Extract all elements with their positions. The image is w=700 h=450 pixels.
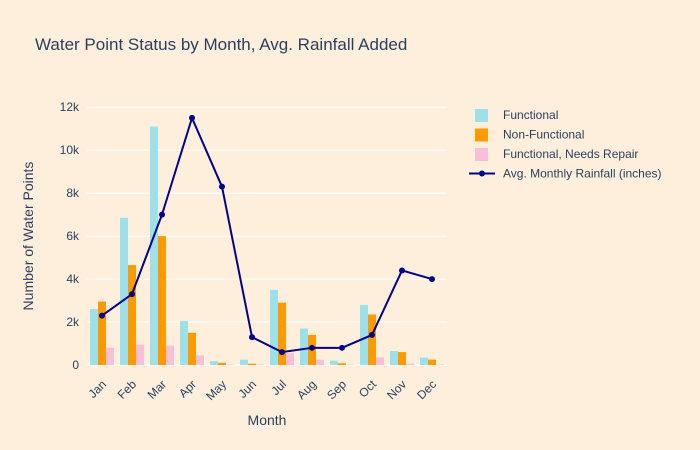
y-tick-label: 0 xyxy=(72,358,79,372)
x-tick-label: Jun xyxy=(236,377,260,401)
rainfall-line xyxy=(99,114,435,356)
y-tick-label: 8k xyxy=(66,186,80,200)
legend-swatch xyxy=(475,109,488,122)
bar-non-functional-dec xyxy=(428,359,436,365)
x-tick-label: Apr xyxy=(176,377,199,400)
bar-functional-jun xyxy=(240,359,248,365)
legend-label: Non-Functional xyxy=(503,128,584,142)
bar-functional-needs-repair-aug xyxy=(316,359,324,365)
legend: Functional Non-Functional Functional, Need… xyxy=(469,108,662,181)
bar-functional-apr xyxy=(180,320,188,365)
gridlines xyxy=(87,106,447,366)
bar-non-functional-feb xyxy=(128,265,136,365)
x-tick-label: Jan xyxy=(86,377,110,401)
x-axis-ticks: Jan Feb Mar Apr May Jun Jul Aug Sep Oct Nov Dec xyxy=(86,377,440,403)
bar-non-functional-nov xyxy=(398,352,406,365)
y-tick-label: 4k xyxy=(66,272,80,286)
legend-swatch xyxy=(475,148,488,161)
bar-functional-needs-repair-jan xyxy=(106,347,114,365)
bar-functional-may xyxy=(210,361,218,365)
x-tick-label: Jul xyxy=(268,377,289,398)
legend-swatch-marker xyxy=(479,170,485,177)
x-tick-label: Mar xyxy=(145,377,170,402)
bar-functional-needs-repair-feb xyxy=(136,344,144,365)
bar-functional-needs-repair-apr xyxy=(196,355,204,365)
bar-non-functional-may xyxy=(218,362,226,365)
bar-non-functional-apr xyxy=(188,332,196,365)
bar-non-functional-sep xyxy=(338,363,346,365)
bar-non-functional-oct xyxy=(368,314,376,365)
x-tick-label: Feb xyxy=(115,377,140,402)
chart-title: Water Point Status by Month, Avg. Rainfa… xyxy=(35,35,407,54)
legend-label: Functional xyxy=(503,108,558,122)
y-tick-label: 6k xyxy=(66,229,80,243)
y-tick-label: 10k xyxy=(60,143,80,157)
bar-functional-mar xyxy=(150,126,158,365)
bar-non-functional-mar xyxy=(158,236,166,365)
x-axis-title: Month xyxy=(248,412,287,428)
bar-functional-jan xyxy=(90,309,98,365)
x-tick-label: Aug xyxy=(294,377,319,402)
rainfall-point-jul xyxy=(279,349,285,356)
bar-functional-aug xyxy=(300,328,308,365)
bar-functional-nov xyxy=(390,351,398,365)
bar-functional-feb xyxy=(120,217,128,365)
x-tick-label: Sep xyxy=(324,377,349,402)
rainfall-point-jun xyxy=(249,334,255,341)
bar-functional-sep xyxy=(330,360,338,365)
legend-label: Avg. Monthly Rainfall (inches) xyxy=(503,167,662,181)
rainfall-line-path xyxy=(101,115,433,354)
y-tick-label: 12k xyxy=(60,100,80,114)
legend-swatch xyxy=(475,128,488,142)
bars xyxy=(90,126,444,365)
bar-functional-oct xyxy=(360,304,368,365)
bar-functional-needs-repair-nov xyxy=(406,363,414,365)
rainfall-point-may xyxy=(219,183,225,190)
x-tick-label: May xyxy=(203,377,229,403)
rainfall-point-dec xyxy=(429,276,435,283)
rainfall-point-aug xyxy=(309,344,315,351)
bar-functional-needs-repair-jul xyxy=(286,353,294,365)
rainfall-point-apr xyxy=(189,114,195,121)
legend-label: Functional, Needs Repair xyxy=(503,147,638,161)
bar-functional-needs-repair-oct xyxy=(376,357,384,365)
rainfall-point-oct xyxy=(369,331,375,338)
bar-non-functional-jan xyxy=(98,301,106,365)
x-tick-label: Dec xyxy=(414,377,439,402)
rainfall-point-feb xyxy=(129,291,135,298)
x-tick-label: Nov xyxy=(384,377,409,402)
bar-functional-jul xyxy=(270,289,278,365)
rainfall-point-jan xyxy=(99,312,105,319)
y-tick-label: 2k xyxy=(66,315,80,329)
rainfall-point-mar xyxy=(159,211,165,218)
bar-functional-needs-repair-mar xyxy=(166,345,174,365)
rainfall-point-sep xyxy=(339,344,345,351)
bar-non-functional-jun xyxy=(248,363,256,365)
bar-non-functional-jul xyxy=(278,302,286,365)
bar-functional-dec xyxy=(420,357,428,365)
y-axis-title: Number of Water Points xyxy=(20,162,36,311)
y-axis-ticks: 0 2k 4k 6k 8k 10k 12k xyxy=(60,100,80,372)
x-tick-label: Oct xyxy=(356,377,380,401)
rainfall-point-nov xyxy=(399,267,405,274)
